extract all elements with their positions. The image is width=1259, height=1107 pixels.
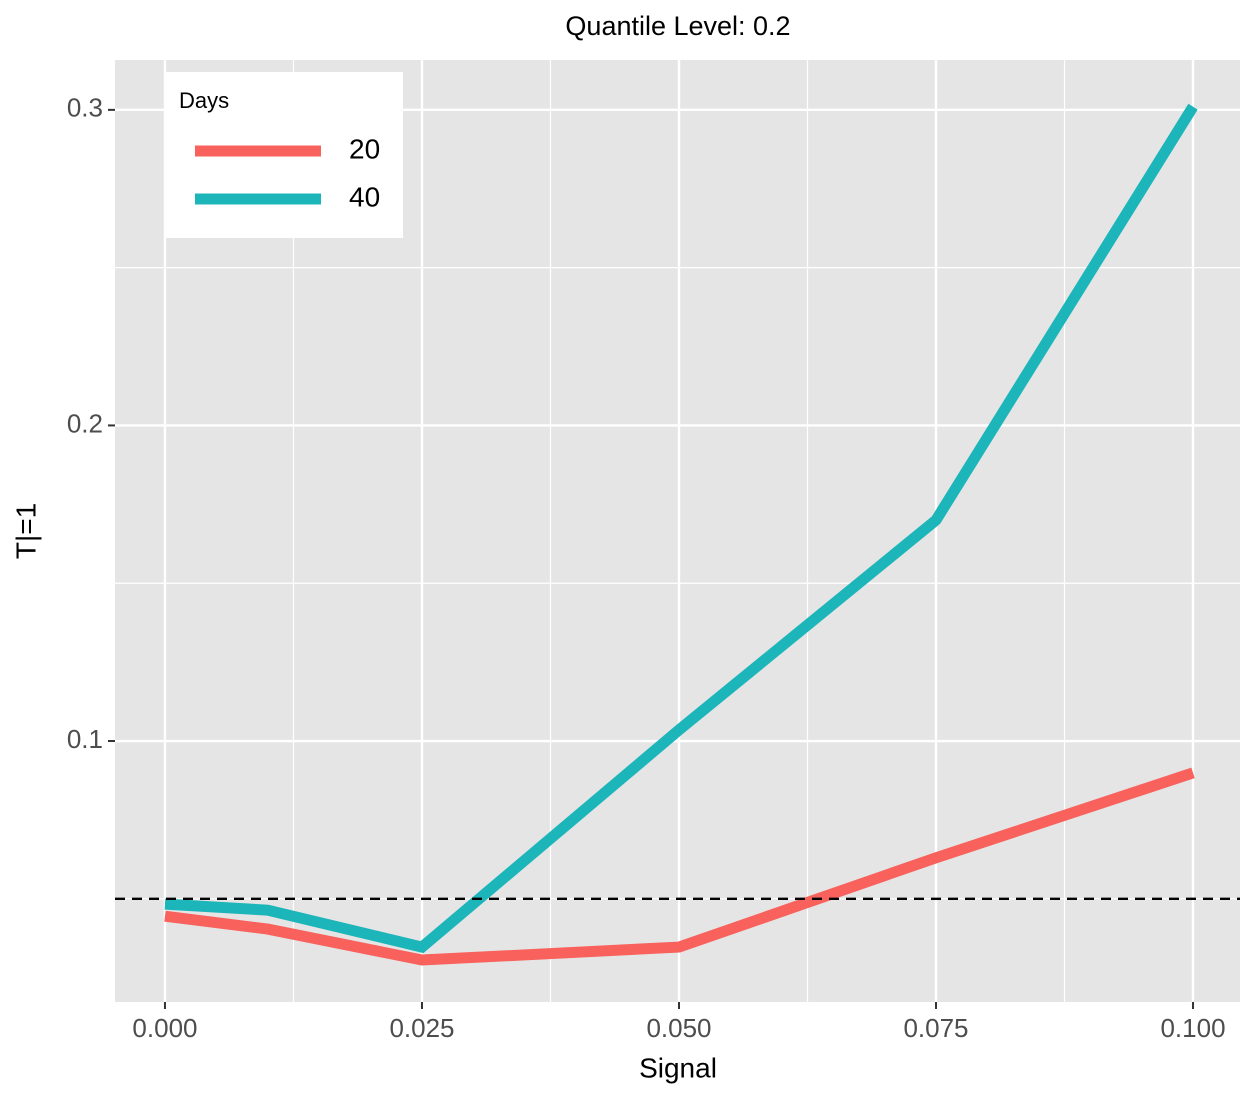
x-tick-label: 0.050 [646, 1013, 711, 1043]
legend-label: 40 [349, 181, 380, 212]
legend-title: Days [179, 88, 229, 113]
y-tick-label: 0.2 [67, 408, 103, 438]
y-tick-label: 0.1 [67, 724, 103, 754]
data-line [164, 103, 1198, 954]
y-tick-label: 0.3 [67, 93, 103, 123]
x-tick-label: 0.000 [132, 1013, 197, 1043]
x-tick-label: 0.025 [389, 1013, 454, 1043]
x-tick-label: 0.075 [903, 1013, 968, 1043]
x-axis-label: Signal [639, 1052, 717, 1083]
legend-label: 20 [349, 133, 380, 164]
x-tick-label: 0.100 [1160, 1013, 1225, 1043]
y-axis-label: T|=1 [10, 503, 41, 559]
chart-title: Quantile Level: 0.2 [565, 11, 790, 41]
data-line [164, 767, 1195, 966]
